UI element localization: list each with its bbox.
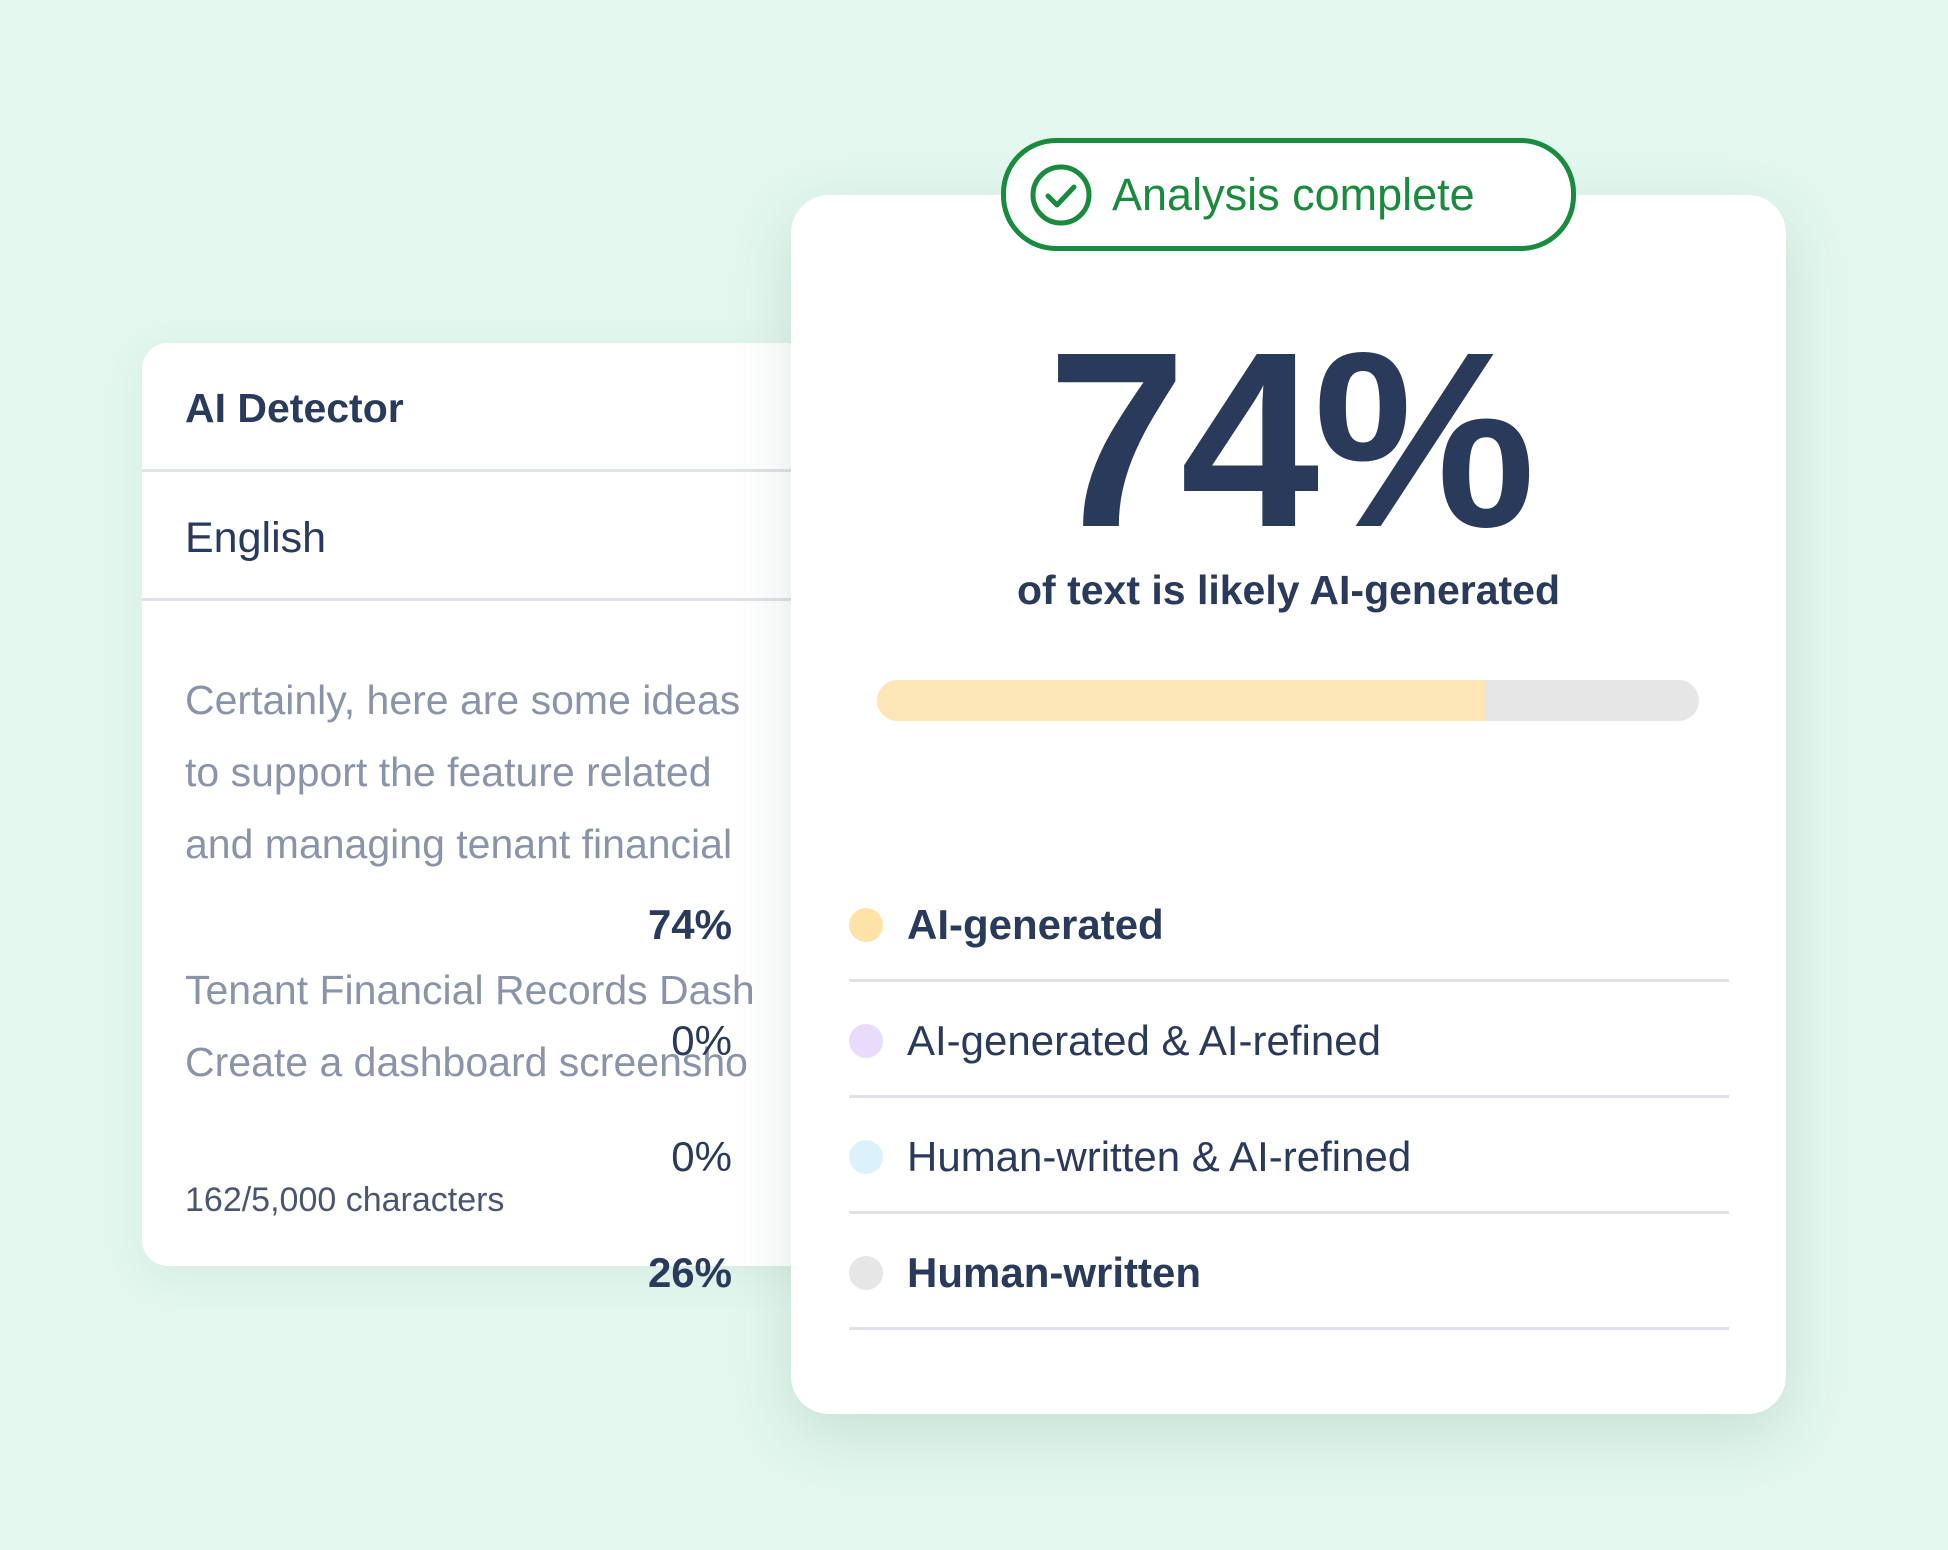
text-line: Tenant Financial Records Dash (185, 967, 755, 1013)
text-line: Certainly, here are some ideas (185, 677, 741, 723)
text-line: Create a dashboard screensho (185, 1039, 748, 1085)
result-card: 74% of text is likely AI-generated AI-ge… (648, 195, 1786, 1414)
divider (849, 1327, 1729, 1330)
legend-dot (849, 1140, 883, 1174)
status-text: Analysis complete (1112, 169, 1475, 220)
row-value: 26% (647, 1249, 732, 1296)
progress-fill (877, 680, 1486, 721)
divider (849, 979, 1729, 982)
score: 74% (1047, 300, 1535, 579)
row-label: AI-generated & AI-refined (907, 1017, 1381, 1064)
divider (849, 1211, 1729, 1214)
row-value: 74% (647, 901, 732, 948)
language-select[interactable]: English (185, 514, 327, 562)
legend-dot (849, 1256, 883, 1290)
progress-track (877, 680, 1699, 721)
legend-dot (849, 1024, 883, 1058)
text-line: to support the feature related (185, 749, 712, 795)
text-line: and managing tenant financial (185, 821, 733, 867)
divider (142, 469, 1042, 472)
row-label: AI-generated (907, 901, 1164, 948)
legend-dot (849, 908, 883, 942)
row-label: Human-written (907, 1249, 1201, 1296)
score-caption: of text is likely AI-generated (1016, 567, 1561, 613)
panel-title: AI Detector (185, 385, 404, 431)
divider (849, 1095, 1729, 1098)
status-badge: Analysis complete (1001, 138, 1576, 251)
row-value: 0% (671, 1017, 732, 1064)
row-value: 0% (671, 1133, 732, 1180)
row-label: Human-written & AI-refined (907, 1133, 1412, 1180)
char-count: 162/5,000 characters (185, 1181, 505, 1219)
divider (142, 598, 1042, 601)
check-icon (1030, 164, 1092, 226)
